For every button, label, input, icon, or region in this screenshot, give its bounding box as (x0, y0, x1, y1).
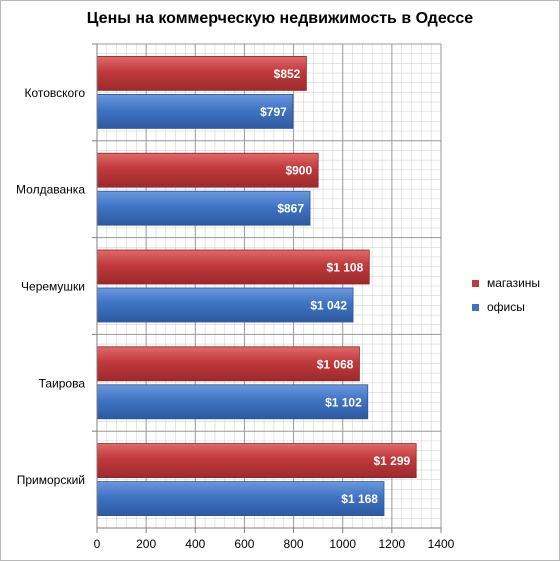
data-label-offices: $797 (260, 105, 287, 119)
data-label-shops: $1 108 (327, 261, 364, 275)
bar-offices (96, 481, 385, 517)
category-label: Приморский (17, 473, 85, 487)
x-tick-label: 600 (234, 537, 254, 551)
data-label-shops: $852 (274, 67, 301, 81)
bar-offices (96, 384, 369, 420)
bar-shops (96, 152, 319, 188)
bar-shops (96, 346, 360, 382)
category-label: Черемушки (21, 280, 85, 294)
x-tick-label: 1000 (329, 537, 356, 551)
x-tick-label: 1200 (379, 537, 406, 551)
bar-shops (96, 56, 307, 91)
x-tick-label: 200 (136, 537, 156, 551)
legend-item-offices: офисы (472, 300, 525, 314)
data-label-shops: $1 068 (317, 357, 354, 371)
legend-label-offices: офисы (487, 300, 525, 314)
data-label-offices: $1 168 (341, 492, 378, 506)
x-tick-label: 800 (284, 537, 304, 551)
axis-layer: Котовского Молдаванка Черемушки Таирова Прим… (16, 43, 455, 551)
data-label-offices: $1 042 (310, 299, 347, 313)
chart-title: Цены на коммерческую недвижимость в Одес… (86, 10, 474, 27)
data-label-shops: $1 299 (373, 454, 410, 468)
legend-swatch-shops (472, 279, 479, 287)
category-label: Таирова (39, 376, 86, 390)
legend-label-shops: магазины (487, 276, 541, 290)
category-label: Котовского (24, 86, 85, 100)
data-label-shops: $900 (285, 164, 312, 178)
legend-swatch-offices (472, 303, 479, 311)
x-tick-label: 0 (94, 537, 101, 551)
data-label-offices: $867 (277, 202, 304, 216)
x-tick-label: 400 (185, 537, 205, 551)
legend-item-shops: магазины (472, 276, 540, 290)
category-label: Молдаванка (16, 183, 85, 197)
bar-offices (96, 287, 354, 323)
bar-shops (96, 249, 370, 285)
bar-offices (96, 190, 311, 226)
bar-shops (96, 443, 417, 479)
x-tick-label: 1400 (428, 537, 455, 551)
data-label-offices: $1 102 (325, 395, 362, 409)
